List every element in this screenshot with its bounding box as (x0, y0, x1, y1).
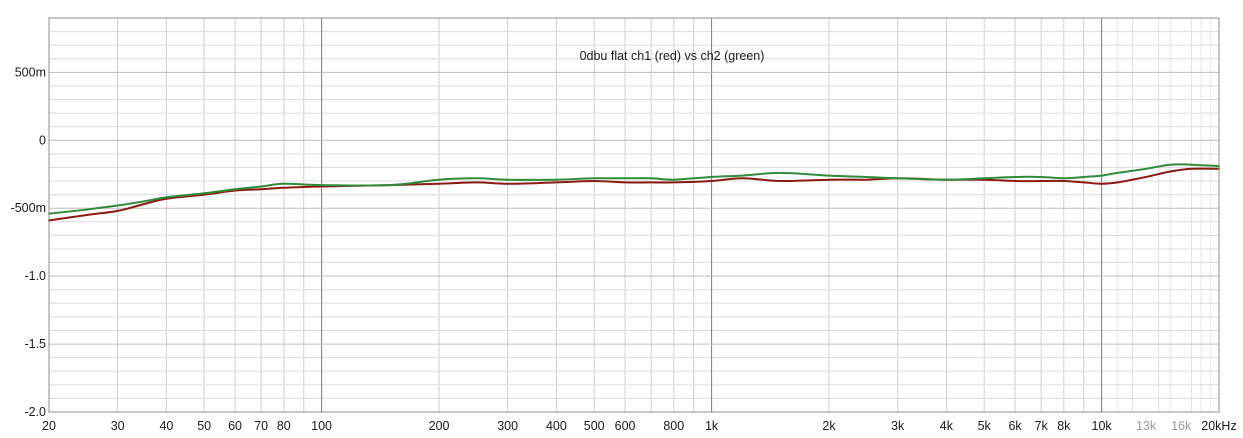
y-tick-label: 500m (15, 65, 46, 79)
x-tick-label: 7k (1035, 419, 1049, 433)
x-tick-label: 16k (1171, 419, 1192, 433)
y-tick-label: -2.0 (24, 405, 46, 419)
x-tick-label: 600 (615, 419, 636, 433)
x-tick-label: 4k (940, 419, 954, 433)
x-tick-label: 6k (1008, 419, 1022, 433)
chart-title: 0dbu flat ch1 (red) vs ch2 (green) (580, 49, 765, 63)
plot-border (48, 17, 1220, 413)
x-tick-label: 60 (228, 419, 242, 433)
y-tick-label: -500m (11, 201, 46, 215)
x-axis-tick-labels: 20 30 40 50 60 70 80 100 200 300 400 500 600 800 1k 2k 3… (42, 419, 1237, 433)
y-tick-label: 0 (39, 133, 46, 147)
series-layer (48, 163, 1220, 222)
x-tick-label: 20kHz (1201, 419, 1236, 433)
x-tick-label: 500 (584, 419, 605, 433)
series-line-ch2 (48, 163, 1220, 215)
x-tick-label: 50 (197, 419, 211, 433)
y-tick-label: -1.5 (24, 337, 46, 351)
series-line-ch1 (48, 167, 1220, 222)
x-tick-label: 200 (429, 419, 450, 433)
x-tick-label: 100 (311, 419, 332, 433)
x-tick-label: 400 (546, 419, 567, 433)
x-tick-label: 13k (1136, 419, 1157, 433)
x-tick-label: 8k (1057, 419, 1071, 433)
x-tick-label: 70 (254, 419, 268, 433)
x-tick-label: 40 (159, 419, 173, 433)
y-tick-label: -1.0 (24, 269, 46, 283)
x-tick-label: 800 (663, 419, 684, 433)
x-tick-label: 10k (1092, 419, 1113, 433)
x-tick-label: 1k (705, 419, 719, 433)
x-tick-label: 5k (978, 419, 992, 433)
plot-background (49, 18, 1219, 412)
x-tick-label: 80 (277, 419, 291, 433)
x-tick-label: 2k (822, 419, 836, 433)
x-tick-label: 30 (111, 419, 125, 433)
minor-grid (48, 17, 1220, 412)
x-tick-label: 3k (891, 419, 905, 433)
x-tick-label: 20 (42, 419, 56, 433)
y-axis-tick-labels: 500m 0 -500m -1.0 -1.5 -2.0 (11, 65, 46, 419)
x-tick-label: 300 (497, 419, 518, 433)
